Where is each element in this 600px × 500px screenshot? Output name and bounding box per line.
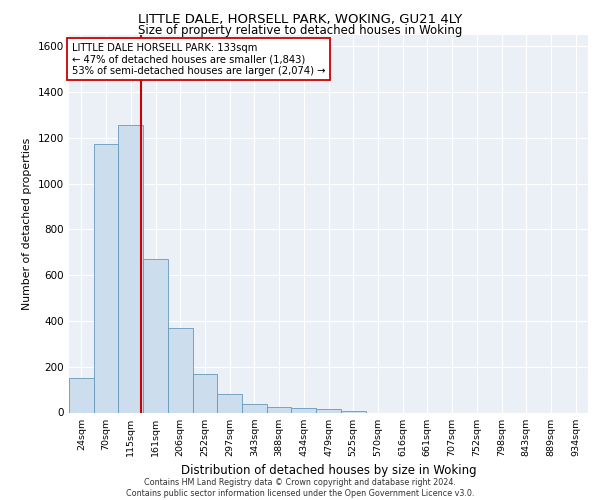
Bar [143,259,168,412]
Text: Contains HM Land Registry data © Crown copyright and database right 2024.
Contai: Contains HM Land Registry data © Crown c… [126,478,474,498]
Text: LITTLE DALE, HORSELL PARK, WOKING, GU21 4LY: LITTLE DALE, HORSELL PARK, WOKING, GU21 … [138,12,462,26]
Bar [292,408,316,412]
Bar [118,126,143,412]
Y-axis label: Number of detached properties: Number of detached properties [22,138,32,310]
X-axis label: Distribution of detached houses by size in Woking: Distribution of detached houses by size … [181,464,476,477]
Bar [193,374,217,412]
Bar [217,394,242,412]
Text: Size of property relative to detached houses in Woking: Size of property relative to detached ho… [138,24,462,37]
Bar [267,407,292,412]
Bar [168,328,193,412]
Bar [242,404,267,412]
Bar [316,409,341,412]
Text: LITTLE DALE HORSELL PARK: 133sqm
← 47% of detached houses are smaller (1,843)
53: LITTLE DALE HORSELL PARK: 133sqm ← 47% o… [71,42,325,76]
Bar [94,144,118,412]
Bar [69,378,94,412]
